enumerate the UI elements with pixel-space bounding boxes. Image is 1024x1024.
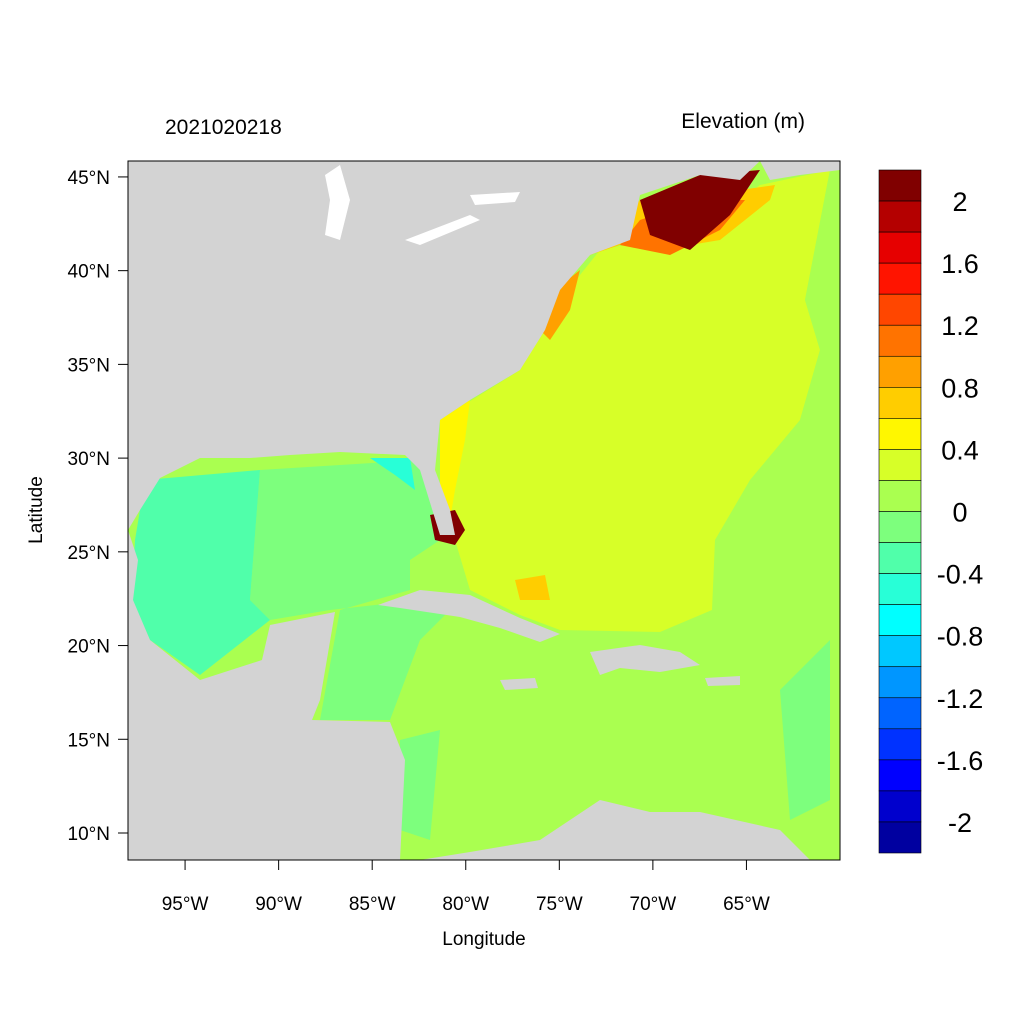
colorbar-box bbox=[878, 759, 922, 792]
colorbar-box bbox=[878, 821, 922, 854]
plot-frame bbox=[127, 160, 841, 861]
colorbar-box bbox=[878, 231, 922, 264]
colorbar-label: 0.8 bbox=[941, 373, 979, 403]
land-cuba bbox=[378, 590, 560, 642]
x-tick-label: 95°W bbox=[162, 894, 209, 915]
gulf-caribbean-west-field bbox=[400, 730, 440, 840]
colorbar-label: -1.2 bbox=[937, 684, 984, 714]
lake-erie bbox=[405, 215, 480, 245]
x-tick-label: 70°W bbox=[630, 894, 677, 915]
x-tick-label: 85°W bbox=[349, 894, 396, 915]
x-axis: 95°W 90°W 85°W 80°W 75°W 70°W 65°W bbox=[162, 860, 770, 915]
land-mexico-central-america bbox=[128, 530, 405, 860]
colorbar-label: -0.8 bbox=[937, 622, 984, 652]
x-tick-label: 80°W bbox=[442, 894, 489, 915]
x-axis-label: Longitude bbox=[442, 929, 525, 950]
colorbar-box bbox=[878, 511, 922, 543]
land-south-america bbox=[420, 800, 810, 860]
colorbar-box bbox=[878, 790, 922, 823]
colorbar: 2 1.6 1.2 0.8 0.4 0 -0.4 -0.8 -1.2 -1.6 -2 bbox=[878, 169, 984, 854]
colorbar-box bbox=[878, 387, 922, 419]
map-area bbox=[128, 161, 840, 860]
colorbar-box bbox=[878, 324, 922, 357]
y-tick-label: 35°N bbox=[68, 355, 110, 376]
land-north-america bbox=[128, 161, 760, 535]
gulf-west-field bbox=[132, 470, 270, 675]
big-bend-field bbox=[370, 458, 415, 490]
lake-ontario bbox=[470, 192, 520, 205]
land-jamaica bbox=[500, 678, 538, 690]
colorbar-label: -0.4 bbox=[937, 560, 984, 590]
colorbar-box bbox=[878, 200, 922, 233]
colorbar-box bbox=[878, 542, 922, 574]
colorbar-box bbox=[878, 573, 922, 605]
x-tick-label: 75°W bbox=[536, 894, 583, 915]
y-tick-label: 40°N bbox=[68, 262, 110, 283]
y-tick-label: 25°N bbox=[68, 543, 110, 564]
land-puerto-rico bbox=[705, 676, 740, 686]
colorbar-label: -2 bbox=[948, 808, 972, 838]
y-tick-label: 45°N bbox=[68, 168, 110, 189]
colorbar-box bbox=[878, 293, 922, 326]
colorbar-box bbox=[878, 697, 922, 730]
colorbar-box bbox=[878, 480, 922, 512]
x-tick-label: 90°W bbox=[255, 894, 302, 915]
southeast-coast-surge bbox=[440, 400, 470, 520]
colorbar-box bbox=[878, 169, 922, 202]
y-axis: 45°N 40°N 35°N 30°N 25°N 20°N 15°N 10°N bbox=[68, 168, 128, 845]
colorbar-box bbox=[878, 449, 922, 481]
y-tick-label: 15°N bbox=[68, 730, 110, 751]
colorbar-label: 0 bbox=[952, 498, 967, 528]
colorbar-box bbox=[878, 666, 922, 699]
atlantic-field bbox=[440, 170, 830, 632]
date-title: 2021020218 bbox=[165, 116, 282, 139]
colorbar-box bbox=[878, 262, 922, 295]
y-tick-label: 20°N bbox=[68, 637, 110, 658]
east-caribbean-field bbox=[780, 640, 830, 820]
bahamas-surge bbox=[515, 575, 550, 600]
variable-title: Elevation (m) bbox=[681, 110, 805, 133]
land-hispaniola bbox=[590, 645, 700, 675]
colorbar-label: 1.6 bbox=[941, 249, 979, 279]
y-axis-label: Latitude bbox=[26, 476, 47, 544]
colorbar-box bbox=[878, 604, 922, 636]
maine-surge-peak bbox=[640, 170, 760, 250]
colorbar-box bbox=[878, 728, 922, 761]
colorbar-box bbox=[878, 355, 922, 388]
colorbar-box bbox=[878, 418, 922, 450]
land-nova-scotia bbox=[760, 161, 840, 180]
colorbar-label: 1.2 bbox=[941, 311, 979, 341]
gulf-east-field bbox=[250, 460, 450, 720]
colorbar-label: -1.6 bbox=[937, 746, 984, 776]
lakes bbox=[325, 165, 520, 245]
y-tick-label: 30°N bbox=[68, 449, 110, 470]
colorbar-box bbox=[878, 635, 922, 668]
land bbox=[128, 161, 840, 860]
midatlantic-surge bbox=[540, 270, 580, 340]
x-tick-label: 65°W bbox=[723, 894, 770, 915]
colorbar-label: 2 bbox=[952, 187, 967, 217]
lake-michigan bbox=[325, 165, 350, 240]
colorbar-label: 0.4 bbox=[941, 435, 979, 465]
y-tick-label: 10°N bbox=[68, 824, 110, 845]
